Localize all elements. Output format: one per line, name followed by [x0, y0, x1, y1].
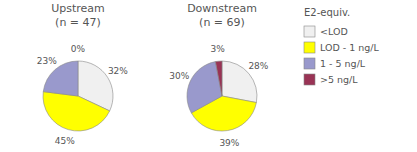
pie: Upstream(n = 47) 32% 45% 23% 0% [37, 2, 129, 146]
legend-label: LOD - 1 ng/L [320, 42, 380, 53]
data-label: 32% [108, 66, 128, 76]
data-label: 39% [219, 138, 239, 148]
data-label: 23% [37, 56, 57, 66]
pie-title: Downstream [187, 2, 257, 15]
chart: Upstream(n = 47) 32% 45% 23% 0% Downstream(n … [0, 0, 417, 152]
data-label: 30% [169, 71, 189, 81]
pie-slice [187, 62, 222, 113]
legend-label: <LOD [320, 26, 348, 37]
pie-slice [215, 61, 222, 96]
legend-swatch [304, 42, 315, 53]
legend-label: >5 ng/L [320, 74, 358, 85]
legend-swatch [304, 26, 315, 37]
data-label: 3% [210, 44, 225, 54]
legend-label: 1 - 5 ng/L [320, 58, 366, 69]
pie-subtitle: (n = 47) [55, 16, 101, 29]
pie: Downstream(n = 69) 28% 39% 30% 3% [169, 2, 269, 148]
pie-slice [43, 92, 110, 131]
pie-subtitle: (n = 69) [199, 16, 245, 29]
data-label: 45% [55, 136, 75, 146]
data-label: 28% [248, 61, 268, 71]
legend-swatch [304, 58, 315, 69]
legend-title: E2-equiv. [304, 7, 350, 18]
legend-swatch [304, 74, 315, 85]
data-label: 0% [71, 44, 86, 54]
pie-title: Upstream [51, 2, 105, 15]
pie-slice [43, 61, 78, 96]
legend: E2-equiv. <LOD LOD - 1 ng/L 1 - 5 ng/L >5 ng… [304, 7, 380, 85]
